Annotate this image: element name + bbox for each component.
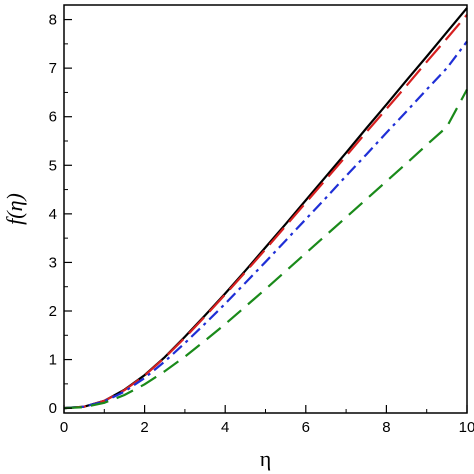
x-tick-label: 6 (302, 419, 310, 436)
series-line-1 (63, 7, 468, 410)
x-axis-label: η (260, 446, 272, 471)
y-axis-label: f(η) (2, 193, 27, 225)
y-tick-label: 3 (49, 254, 57, 271)
plot-frame (63, 4, 468, 414)
y-tick-label: 4 (49, 206, 57, 223)
y-tick-label: 0 (49, 400, 57, 417)
y-tick-label: 7 (49, 60, 57, 77)
x-tick-label: 4 (221, 419, 229, 436)
y-tick-label: 1 (49, 352, 57, 369)
series-layer (63, 7, 468, 410)
x-tick-label: 2 (140, 419, 148, 436)
series-line-2 (63, 13, 468, 410)
tick-layer: 0 2 4 6 8 10 0 1 2 3 4 5 6 7 8 (49, 12, 474, 436)
y-tick-label: 2 (49, 303, 57, 320)
x-tick-label: 8 (382, 419, 390, 436)
x-tick-label: 10 (459, 419, 474, 436)
y-tick-label: 8 (49, 12, 57, 29)
y-tick-label: 5 (49, 157, 57, 174)
series-line-3 (63, 40, 468, 410)
series-line-4 (63, 88, 468, 410)
x-tick-label: 0 (60, 419, 68, 436)
y-tick-label: 6 (49, 109, 57, 126)
